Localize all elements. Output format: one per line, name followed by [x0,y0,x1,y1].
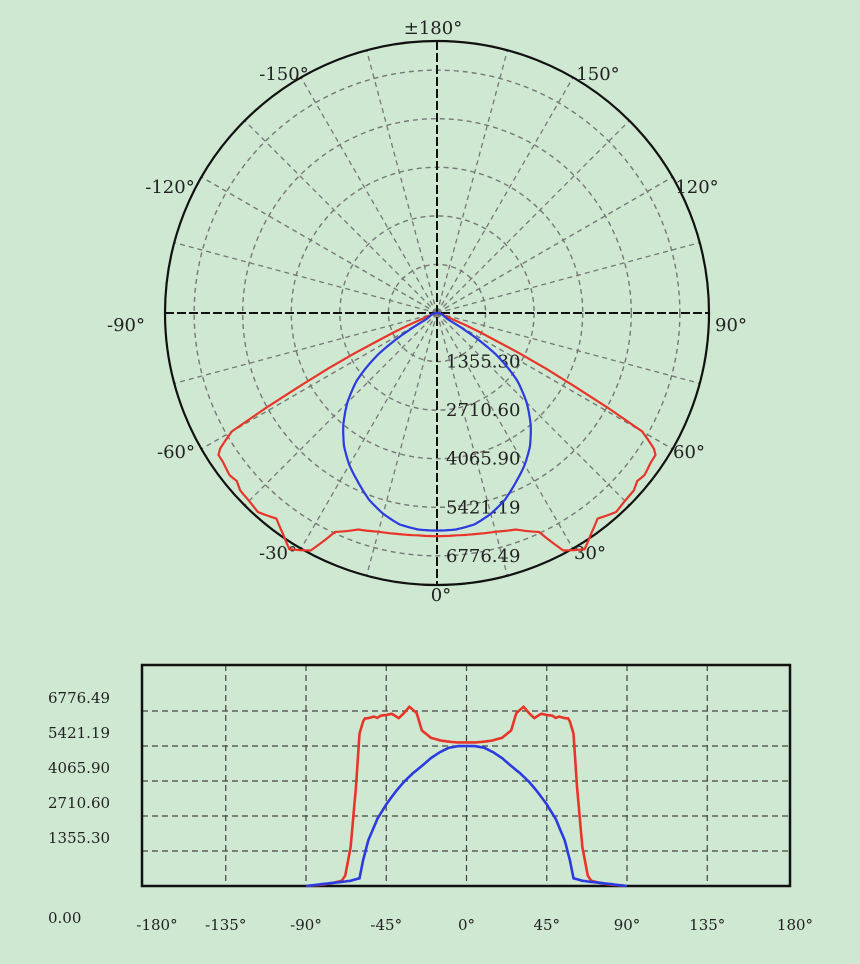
polar-grid-ring [242,118,632,508]
polar-grid-spoke [436,312,700,385]
polar-grid-spoke [436,312,630,506]
polar-grid-spoke [436,176,673,314]
cart-x-tick-label: 135° [689,916,725,934]
polar-outer-ring [163,39,711,587]
cart-x-tick-label: -45° [370,916,402,934]
cart-x-tick-label: -90° [290,916,322,934]
polar-angle-label: -30° [259,543,297,564]
cart-y-tick-label: 6776.49 [48,689,110,707]
cart-y-tick-label: 4065.90 [48,759,110,777]
polar-angle-label: -120° [145,177,194,198]
cart-x-tick-label: 45° [533,916,560,934]
cart-x-tick-label: -180° [136,916,177,934]
polar-radial-label: 5421.19 [446,497,520,518]
cart-y-tick-label: 1355.30 [48,829,110,847]
polar-grid-spoke [174,241,438,314]
polar-radial-label: 2710.60 [446,400,520,421]
polar-grid-spoke [436,120,630,314]
polar-grid-spoke [436,241,700,314]
polar-grid-spoke [300,77,438,314]
polar-radial-label: 6776.49 [446,546,520,567]
polar-angle-label: 150° [576,64,619,85]
polar-grid-spoke [436,312,574,549]
cartesian-chart: 0.00 1355.30 2710.60 4065.90 5421.19 6776.49 -… [48,663,813,934]
polar-grid-spoke [300,312,438,549]
polar-radial-label: 1355.30 [446,352,520,373]
polar-grid-spoke [244,120,438,314]
polar-angle-label: 0° [431,585,451,606]
polar-angle-label: -150° [259,64,308,85]
polar-angle-label: -60° [157,442,195,463]
cart-y-tick-label: 2710.60 [48,794,110,812]
polar-angle-label: 120° [675,177,718,198]
polar-angle-label: 60° [673,442,705,463]
cart-x-tick-label: 180° [777,916,813,934]
polar-grid-spoke [201,176,438,314]
polar-angle-label: ±180° [404,18,462,39]
cart-x-tick-label: -135° [205,916,246,934]
cart-series-1 [305,744,628,888]
polar-radial-label: 4065.90 [446,449,520,470]
polar-grid-spoke [244,312,438,506]
polar-series-1 [342,311,532,532]
polar-grid-spoke [436,77,574,314]
polar-angle-label: -90° [107,315,145,336]
cart-frame [140,663,792,888]
polar-series-0 [217,311,657,552]
polar-chart: ±180° -150° 150° -120° 120° -90° 90° -60° 60° -30… [107,18,747,606]
polar-grid-ring [339,215,535,411]
cart-x-tick-label: 90° [614,916,641,934]
cart-series-0 [305,705,628,888]
polar-grid-spoke [436,50,509,314]
polar-angle-label: 90° [715,315,747,336]
polar-angle-label: 30° [574,543,606,564]
cart-y-tick-label: 5421.19 [48,724,110,742]
cart-y-tick-label: 0.00 [48,909,81,927]
polar-grid-spoke [174,312,438,385]
polar-grid-spoke [365,50,438,314]
cart-x-tick-label: 0° [458,916,475,934]
